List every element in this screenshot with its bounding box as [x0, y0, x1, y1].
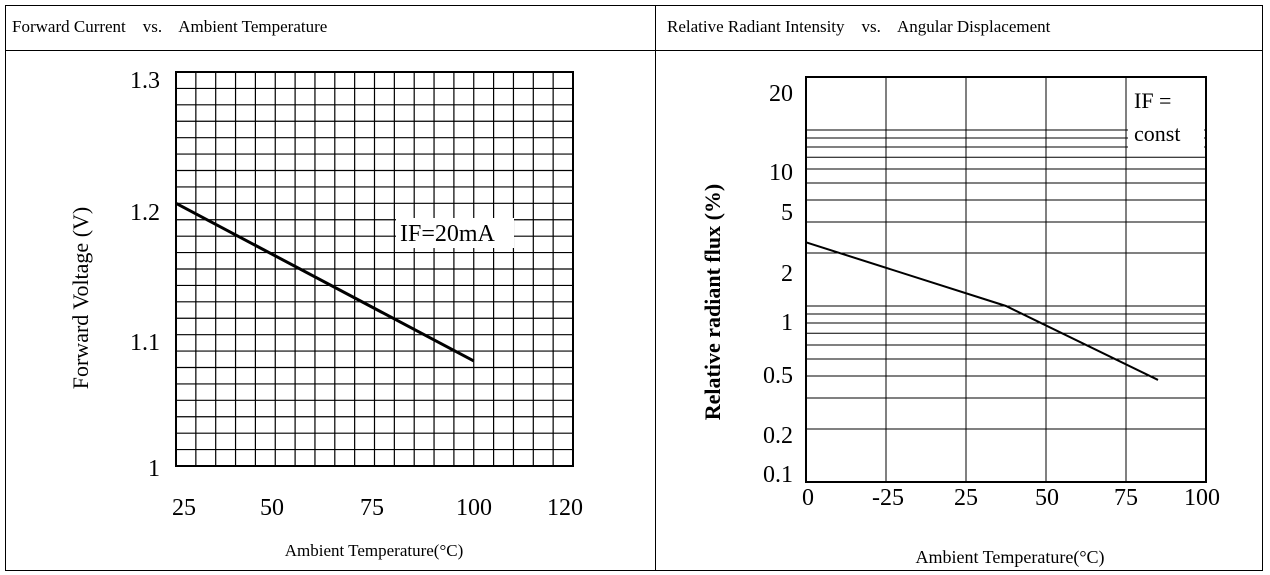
x-tick-label: 100: [456, 495, 492, 521]
x-tick-label: -25: [872, 485, 904, 511]
plot-area: [805, 76, 1207, 483]
annotation-line-2: const: [1134, 121, 1180, 146]
y-tick-label: 1.2: [130, 200, 160, 226]
y-tick-label: 20: [769, 81, 793, 107]
plot-area: [175, 71, 574, 467]
x-tick-label: 50: [1035, 485, 1059, 511]
y-tick-label: 5: [781, 200, 793, 226]
y-tick-label: 10: [769, 160, 793, 186]
y-tick-label: 1.3: [130, 68, 160, 94]
x-tick-label: 0: [802, 485, 814, 511]
series-line: [175, 202, 475, 363]
y-tick-label: 0.1: [763, 462, 793, 488]
x-tick-label: 25: [172, 495, 196, 521]
y-tick-label: 2: [781, 261, 793, 287]
annotation-box: [396, 218, 514, 248]
x-tick-label: 75: [360, 495, 384, 521]
left-chart-header: Forward Current vs. Ambient Temperature: [12, 17, 328, 36]
x-tick-label: 75: [1114, 485, 1138, 511]
annotation-label: IF=20mA: [400, 221, 496, 247]
annotation-line-1: IF =: [1134, 88, 1171, 113]
annotation-box: [1128, 82, 1204, 152]
y-tick-label: 0.2: [763, 423, 793, 449]
y-axis-title: Forward Voltage (V): [68, 207, 93, 390]
y-axis-title: Relative radiant flux (%): [700, 184, 725, 420]
column-divider: [655, 5, 656, 571]
right-chart-header: Relative Radiant Intensity vs. Angular D…: [667, 17, 1051, 36]
y-tick-label: 1: [148, 456, 160, 482]
x-tick-label: 100: [1184, 485, 1220, 511]
x-tick-label: 25: [954, 485, 978, 511]
x-tick-label: 50: [260, 495, 284, 521]
series-line: [805, 241, 1159, 381]
y-tick-label: 1: [781, 310, 793, 336]
table-frame: [5, 5, 1263, 571]
x-axis-title: Ambient Temperature(°C): [285, 541, 464, 560]
header-divider: [5, 50, 1263, 51]
y-tick-label: 1.1: [130, 330, 160, 356]
y-tick-label: 0.5: [763, 363, 793, 389]
x-axis-title: Ambient Temperature(°C): [915, 547, 1104, 568]
x-tick-label: 120: [547, 495, 583, 521]
